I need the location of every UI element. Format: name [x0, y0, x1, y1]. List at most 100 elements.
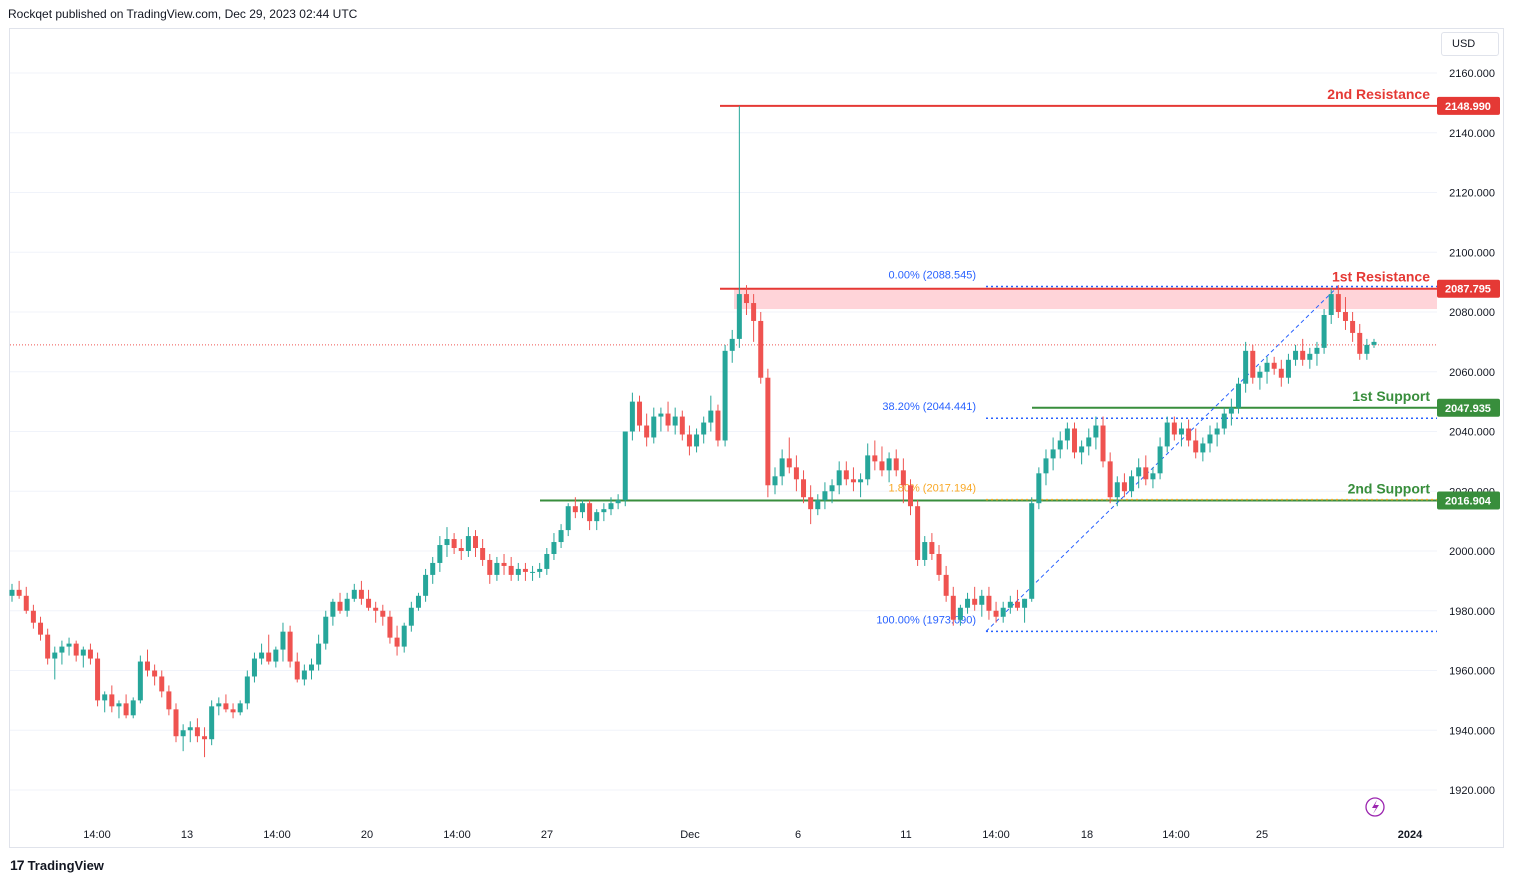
candle-body	[1293, 350, 1299, 360]
time-tick-label: Dec	[680, 829, 700, 841]
candle-body	[1271, 362, 1277, 369]
candle-body	[765, 377, 771, 486]
candle-body	[907, 485, 913, 507]
candle-body	[1350, 320, 1356, 333]
resistance-zone-band	[734, 288, 1437, 310]
candle-body	[1300, 350, 1306, 360]
tradingview-logo[interactable]: 17 TradingView	[10, 857, 104, 873]
candle-body	[187, 727, 193, 731]
price-tag	[1437, 96, 1500, 115]
candle-body	[979, 595, 985, 605]
candle-body	[1100, 425, 1106, 462]
time-tick-label: 14:00	[83, 829, 111, 841]
candle-body	[1072, 428, 1078, 453]
candle-body	[1050, 449, 1056, 459]
candle-body	[52, 652, 58, 659]
candle-body	[965, 598, 971, 608]
candle-body	[1236, 383, 1242, 408]
candle-body	[66, 643, 72, 647]
candle-body	[237, 703, 243, 713]
candle-body	[337, 601, 343, 611]
candle-body	[1171, 422, 1177, 435]
candle-body	[323, 616, 329, 644]
candle-body	[1143, 467, 1149, 480]
time-tick-label: 14:00	[982, 829, 1010, 841]
currency-selector[interactable]: USD	[1441, 32, 1499, 56]
candle-body	[501, 562, 507, 566]
resistance-zone	[734, 288, 1437, 310]
candle-body	[686, 434, 692, 447]
candle-body	[430, 562, 436, 575]
candle-body	[587, 503, 593, 522]
candle-body	[358, 589, 364, 599]
candle-body	[130, 700, 136, 716]
time-tick-label: 2024	[1398, 829, 1423, 841]
price-tick-label: 2120.000	[1449, 188, 1495, 200]
candle-body	[259, 652, 265, 659]
candle-body	[408, 607, 414, 626]
candle-body	[458, 548, 464, 551]
candle-body	[850, 479, 856, 483]
candle-body	[708, 410, 714, 423]
candle-body	[373, 607, 379, 611]
lightning-icon[interactable]	[1365, 797, 1385, 817]
candle-body	[73, 643, 79, 656]
candle-body	[1321, 314, 1327, 348]
candle-body	[1157, 446, 1163, 474]
price-tags: 2148.990 2087.795 2047.935 2016.904	[1437, 96, 1500, 510]
candle-body	[251, 658, 257, 677]
candle-body	[801, 479, 807, 498]
candle-body	[1007, 601, 1013, 608]
candle-body	[957, 607, 963, 620]
level-label: 1st Resistance	[1332, 269, 1430, 285]
candle-body	[387, 616, 393, 638]
candle-body	[137, 661, 143, 701]
candle-body	[95, 658, 101, 701]
candle-body	[922, 542, 928, 560]
candle-body	[1186, 428, 1192, 441]
candle-body	[1243, 350, 1249, 384]
candle-body	[38, 622, 44, 635]
candle-body	[565, 506, 571, 531]
candle-body	[1214, 428, 1220, 435]
candle-body	[843, 470, 849, 480]
candle-body	[865, 455, 871, 480]
time-tick-label: 14:00	[1162, 829, 1190, 841]
candle-body	[1086, 437, 1092, 447]
time-tick-label: 6	[795, 829, 801, 841]
candle-body	[1364, 344, 1370, 354]
candle-body	[1136, 467, 1142, 477]
candle-body	[380, 610, 386, 617]
candle-body	[152, 670, 158, 677]
candle-body	[444, 539, 450, 546]
candle-body	[793, 467, 799, 480]
price-axis: 2160.000 2140.000 2120.000 2100.000 2080.000…	[1449, 68, 1495, 797]
candle-body	[929, 542, 935, 554]
candle-body	[494, 562, 500, 575]
candle-body	[672, 416, 678, 426]
price-tick-label: 2060.000	[1449, 367, 1495, 379]
candle-body	[1357, 332, 1363, 354]
candle-body	[722, 350, 728, 441]
candle-body	[1164, 422, 1170, 447]
candle-body	[123, 703, 129, 716]
price-tag	[1437, 279, 1500, 298]
candle-body	[579, 503, 585, 513]
candle-body	[872, 455, 878, 462]
candle-body	[822, 491, 828, 501]
candle-body	[644, 425, 650, 438]
candle-body	[487, 559, 493, 575]
candle-body	[194, 727, 200, 737]
candle-body	[301, 670, 307, 680]
candle-body	[1000, 607, 1006, 617]
candle-body	[950, 595, 956, 620]
candle-body	[465, 536, 471, 551]
candle-body	[637, 401, 643, 426]
candle-body	[608, 503, 614, 510]
time-tick-label: 18	[1081, 829, 1093, 841]
candle-body	[1228, 407, 1234, 414]
price-tick-label: 1980.000	[1449, 606, 1495, 618]
time-tick-label: 14:00	[443, 829, 471, 841]
price-tick-label: 1920.000	[1449, 785, 1495, 797]
